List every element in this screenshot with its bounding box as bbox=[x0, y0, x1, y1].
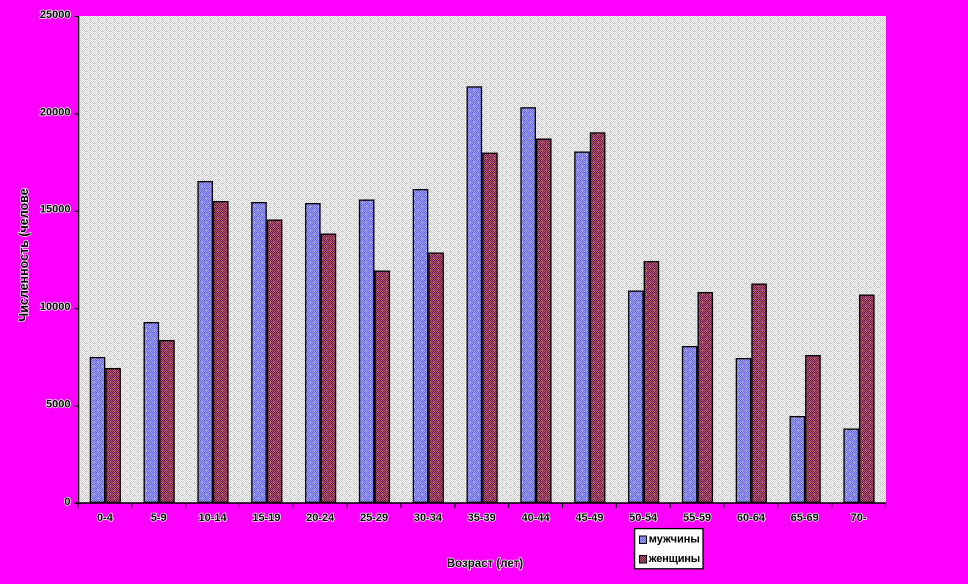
svg-text:мужчины: мужчины bbox=[649, 534, 700, 546]
svg-text:50-54: 50-54 bbox=[629, 512, 658, 524]
svg-text:35-39: 35-39 bbox=[468, 512, 496, 524]
svg-text:женщины: женщины bbox=[648, 553, 700, 565]
svg-text:65-69: 65-69 bbox=[791, 512, 819, 524]
svg-text:0-4: 0-4 bbox=[97, 512, 114, 524]
svg-text:30-34: 30-34 bbox=[414, 512, 443, 524]
svg-text:Возраст (лет): Возраст (лет) bbox=[447, 558, 523, 570]
svg-text:0: 0 bbox=[64, 496, 70, 508]
svg-text:Численность (челове: Численность (челове bbox=[17, 188, 31, 321]
svg-text:70-: 70- bbox=[851, 512, 867, 524]
svg-text:5000: 5000 bbox=[46, 399, 70, 411]
svg-text:60-64: 60-64 bbox=[737, 512, 766, 524]
svg-text:15000: 15000 bbox=[40, 204, 71, 216]
svg-text:25-29: 25-29 bbox=[360, 512, 388, 524]
svg-text:25000: 25000 bbox=[40, 9, 71, 21]
svg-text:10-14: 10-14 bbox=[199, 512, 228, 524]
svg-text:45-49: 45-49 bbox=[575, 512, 603, 524]
svg-text:15-19: 15-19 bbox=[252, 512, 280, 524]
svg-text:55-59: 55-59 bbox=[683, 512, 711, 524]
svg-text:40-44: 40-44 bbox=[522, 512, 551, 524]
svg-text:20000: 20000 bbox=[40, 106, 71, 118]
svg-text:20-24: 20-24 bbox=[306, 512, 335, 524]
svg-text:10000: 10000 bbox=[40, 301, 71, 313]
svg-text:5-9: 5-9 bbox=[151, 512, 167, 524]
